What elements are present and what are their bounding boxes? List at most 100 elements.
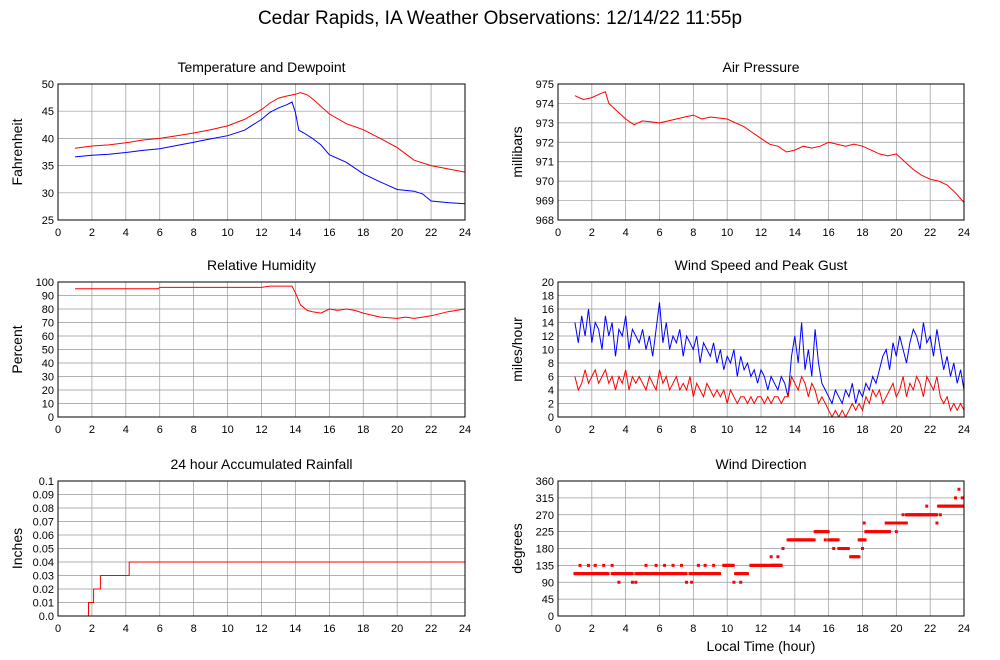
scatter-point — [823, 538, 827, 542]
y-axis-label: Inches — [9, 528, 25, 569]
y-tick-label: 20 — [42, 385, 54, 397]
x-tick-label: 14 — [789, 424, 801, 436]
y-axis-label: degrees — [509, 523, 525, 574]
series-line-1 — [74, 101, 465, 205]
y-tick-label: 0.01 — [33, 598, 54, 610]
scatter-point — [901, 513, 905, 517]
scatter-point — [938, 513, 942, 517]
scatter-point — [739, 580, 743, 584]
y-tick-label: 30 — [42, 372, 54, 384]
x-tick-label: 16 — [323, 227, 335, 239]
y-tick-label: 972 — [536, 137, 554, 149]
scatter-point — [857, 555, 861, 559]
scatter-point — [690, 580, 694, 584]
scatter-point — [718, 572, 722, 576]
series-line-0 — [74, 92, 465, 173]
x-tick-label: 18 — [357, 623, 369, 635]
plot-area — [75, 561, 465, 616]
scatter-point — [671, 563, 675, 567]
x-tick-label: 16 — [823, 227, 835, 239]
y-tick-label: 18 — [542, 291, 554, 303]
x-tick-label: 6 — [157, 424, 163, 436]
scatter-point — [961, 504, 964, 508]
y-tick-label: 80 — [42, 304, 54, 316]
y-axis-label: millibars — [509, 126, 525, 177]
x-tick-label: 24 — [459, 424, 471, 436]
scatter-point — [877, 530, 881, 534]
y-tick-label: 70 — [42, 318, 54, 330]
x-tick-label: 8 — [690, 424, 696, 436]
scatter-point — [832, 547, 836, 550]
scatter-point — [731, 563, 735, 567]
scatter-point — [578, 563, 582, 567]
x-tick-label: 6 — [656, 424, 662, 436]
y-tick-label: 0.02 — [33, 584, 54, 596]
x-tick-label: 4 — [623, 424, 629, 436]
x-tick-label: 10 — [221, 424, 233, 436]
y-tick-label: 0.1 — [39, 476, 54, 488]
y-tick-label: 0.06 — [33, 530, 54, 542]
y-tick-label: 974 — [536, 98, 554, 110]
plot-area — [573, 487, 964, 584]
y-tick-label: 10 — [542, 345, 554, 357]
scatter-point — [935, 513, 939, 517]
x-tick-label: 20 — [391, 424, 403, 436]
x-tick-label: 2 — [589, 623, 595, 635]
x-tick-label: 16 — [823, 424, 835, 436]
scatter-point — [954, 496, 958, 500]
scatter-point — [769, 555, 773, 559]
x-tick-label: 0 — [555, 227, 561, 239]
x-tick-label: 24 — [958, 227, 970, 239]
plot-frame — [57, 480, 466, 617]
y-tick-label: 180 — [536, 544, 554, 556]
scatter-point — [888, 530, 892, 534]
y-tick-label: 0.07 — [33, 517, 54, 529]
y-tick-label: 40 — [42, 133, 54, 145]
x-tick-label: 12 — [255, 424, 267, 436]
y-tick-label: 8 — [548, 358, 554, 370]
x-tick-label: 20 — [391, 623, 403, 635]
scatter-point — [732, 580, 736, 584]
x-tick-label: 2 — [89, 424, 95, 436]
x-tick-label: 18 — [856, 623, 868, 635]
x-tick-label: 2 — [589, 227, 595, 239]
x-tick-label: 8 — [191, 424, 197, 436]
y-tick-label: 0.0 — [39, 611, 54, 623]
y-tick-label: 40 — [42, 358, 54, 370]
series-line-1 — [574, 368, 964, 417]
x-tick-label: 6 — [656, 227, 662, 239]
scatter-point — [703, 563, 707, 567]
y-tick-label: 970 — [536, 176, 554, 188]
x-tick-label: 4 — [123, 623, 129, 635]
x-tick-label: 16 — [323, 623, 335, 635]
y-tick-label: 10 — [42, 399, 54, 411]
x-tick-label: 0 — [55, 227, 61, 239]
x-tick-label: 16 — [323, 424, 335, 436]
scatter-point — [586, 563, 590, 567]
scatter-point — [654, 563, 658, 567]
scatter-point — [685, 580, 689, 584]
plot-area — [574, 91, 964, 203]
series-line-0 — [75, 285, 465, 319]
scatter-point — [925, 504, 929, 508]
plot-frame — [557, 281, 965, 418]
x-tick-label: 18 — [357, 424, 369, 436]
x-tick-label: 8 — [191, 623, 197, 635]
y-tick-label: 25 — [42, 215, 54, 227]
chart-title: Temperature and Dewpoint — [177, 59, 345, 75]
x-tick-label: 14 — [789, 623, 801, 635]
x-tick-label: 2 — [89, 227, 95, 239]
scatter-point — [935, 521, 939, 525]
y-tick-label: 968 — [536, 215, 554, 227]
x-tick-label: 12 — [755, 623, 767, 635]
y-tick-label: 6 — [548, 372, 554, 384]
x-tick-label: 20 — [890, 227, 902, 239]
x-tick-label: 6 — [656, 623, 662, 635]
x-tick-label: 18 — [856, 424, 868, 436]
y-tick-label: 315 — [536, 493, 554, 505]
x-tick-label: 0 — [555, 623, 561, 635]
y-tick-label: 360 — [536, 476, 554, 488]
